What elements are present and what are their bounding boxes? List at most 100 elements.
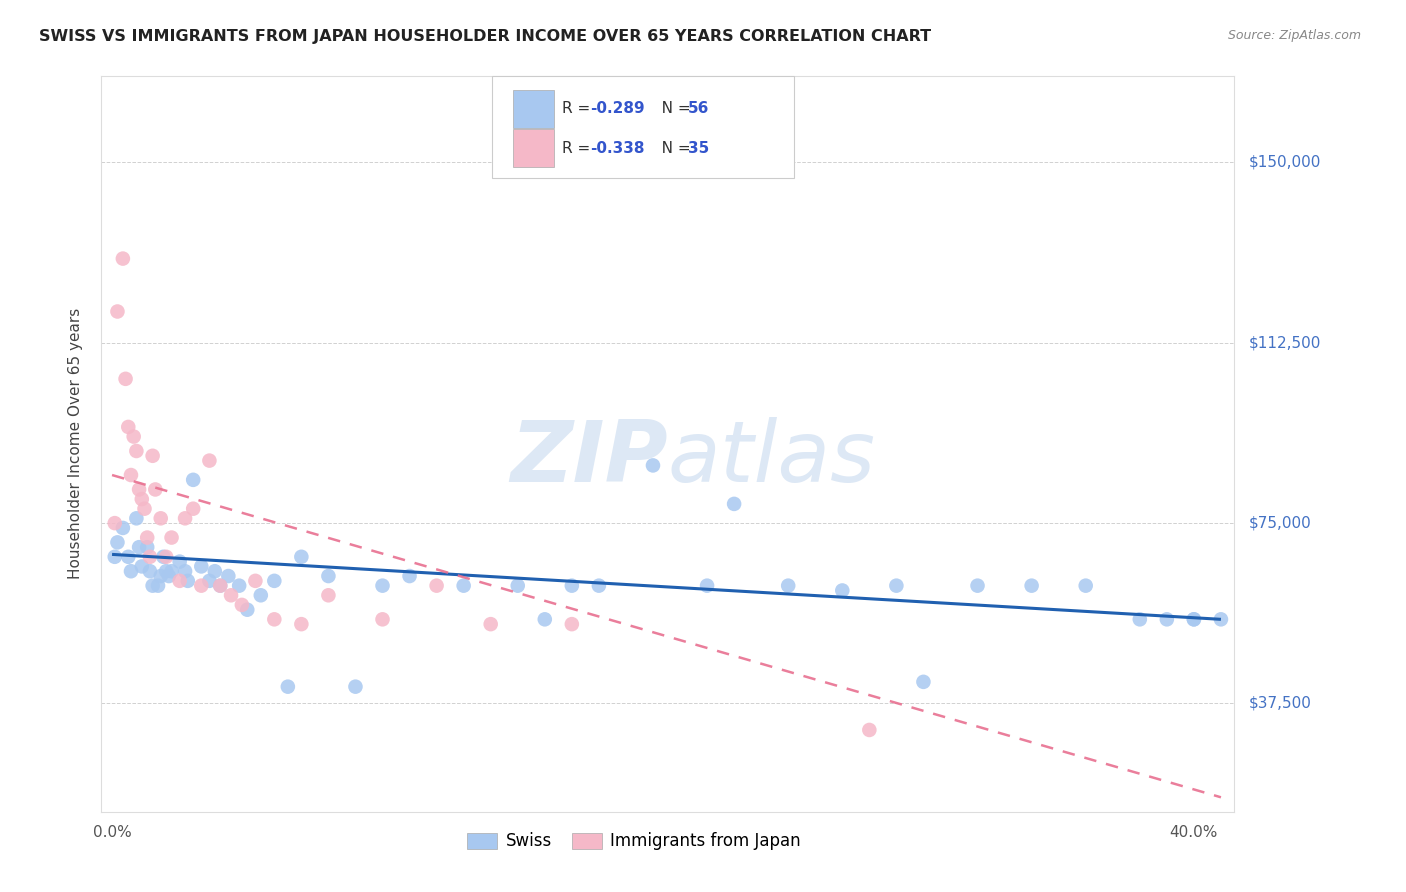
Point bbox=[263, 612, 285, 626]
Point bbox=[104, 516, 127, 530]
Text: R =: R = bbox=[562, 141, 596, 155]
Point bbox=[107, 304, 129, 318]
Text: Source: ZipAtlas.com: Source: ZipAtlas.com bbox=[1227, 29, 1361, 42]
Point bbox=[204, 564, 226, 578]
Point bbox=[160, 531, 183, 545]
Point bbox=[149, 569, 172, 583]
Point bbox=[198, 453, 221, 467]
Point bbox=[142, 449, 165, 463]
Text: N =: N = bbox=[647, 141, 695, 155]
Point bbox=[641, 458, 664, 473]
Point bbox=[120, 564, 142, 578]
Text: $112,500: $112,500 bbox=[1249, 335, 1320, 351]
Point bbox=[277, 680, 299, 694]
Point bbox=[117, 549, 139, 564]
Point bbox=[169, 555, 191, 569]
Point bbox=[506, 579, 529, 593]
Point bbox=[696, 579, 718, 593]
Point bbox=[453, 579, 475, 593]
Point bbox=[318, 569, 340, 583]
Point bbox=[1182, 612, 1205, 626]
Point bbox=[778, 579, 800, 593]
Point bbox=[152, 549, 174, 564]
Point bbox=[131, 492, 153, 507]
Point bbox=[966, 579, 988, 593]
Point bbox=[217, 569, 239, 583]
Point bbox=[149, 511, 172, 525]
Point bbox=[209, 579, 232, 593]
Point bbox=[198, 574, 221, 588]
Point bbox=[111, 252, 134, 266]
Point bbox=[190, 579, 212, 593]
Point bbox=[146, 579, 169, 593]
Point bbox=[228, 579, 250, 593]
Point bbox=[136, 540, 159, 554]
Point bbox=[236, 603, 259, 617]
Point bbox=[190, 559, 212, 574]
Point bbox=[398, 569, 420, 583]
Point bbox=[426, 579, 449, 593]
Point bbox=[371, 612, 394, 626]
Point bbox=[1074, 579, 1097, 593]
Point bbox=[723, 497, 745, 511]
Point bbox=[128, 540, 150, 554]
Point bbox=[139, 549, 162, 564]
Legend: Swiss, Immigrants from Japan: Swiss, Immigrants from Japan bbox=[458, 824, 808, 859]
Point bbox=[831, 583, 853, 598]
Point bbox=[1209, 612, 1232, 626]
Point bbox=[128, 483, 150, 497]
Point bbox=[858, 723, 880, 737]
Point bbox=[136, 531, 159, 545]
Text: atlas: atlas bbox=[668, 417, 876, 500]
Point bbox=[120, 468, 142, 483]
Point bbox=[245, 574, 267, 588]
Point bbox=[174, 511, 197, 525]
Text: $150,000: $150,000 bbox=[1249, 155, 1320, 169]
Text: SWISS VS IMMIGRANTS FROM JAPAN HOUSEHOLDER INCOME OVER 65 YEARS CORRELATION CHAR: SWISS VS IMMIGRANTS FROM JAPAN HOUSEHOLD… bbox=[39, 29, 932, 44]
Point bbox=[157, 569, 180, 583]
Text: -0.338: -0.338 bbox=[591, 141, 645, 155]
Text: N =: N = bbox=[647, 102, 695, 116]
Point bbox=[142, 579, 165, 593]
Point bbox=[155, 549, 177, 564]
Point bbox=[479, 617, 502, 632]
Point bbox=[1182, 612, 1205, 626]
Point bbox=[1129, 612, 1152, 626]
Point bbox=[114, 372, 136, 386]
Point bbox=[588, 579, 610, 593]
Point bbox=[174, 564, 197, 578]
Text: $37,500: $37,500 bbox=[1249, 696, 1312, 711]
Point bbox=[155, 564, 177, 578]
Point bbox=[209, 579, 232, 593]
Point bbox=[263, 574, 285, 588]
Point bbox=[344, 680, 367, 694]
Point bbox=[290, 617, 312, 632]
Point bbox=[1021, 579, 1043, 593]
Point bbox=[371, 579, 394, 593]
Point bbox=[131, 559, 153, 574]
Point bbox=[160, 564, 183, 578]
Point bbox=[290, 549, 312, 564]
Point bbox=[561, 579, 583, 593]
Point bbox=[1156, 612, 1178, 626]
Point bbox=[143, 483, 166, 497]
Text: 56: 56 bbox=[688, 102, 709, 116]
Point bbox=[231, 598, 253, 612]
Point bbox=[117, 420, 139, 434]
Point bbox=[249, 588, 271, 602]
Point bbox=[125, 511, 148, 525]
Point bbox=[104, 549, 127, 564]
Point bbox=[533, 612, 555, 626]
Point bbox=[181, 501, 204, 516]
Point bbox=[912, 674, 935, 689]
Point bbox=[181, 473, 204, 487]
Text: R =: R = bbox=[562, 102, 596, 116]
Point bbox=[886, 579, 908, 593]
Point bbox=[125, 444, 148, 458]
Point bbox=[561, 617, 583, 632]
Point bbox=[177, 574, 200, 588]
Point bbox=[139, 564, 162, 578]
Point bbox=[134, 501, 156, 516]
Point bbox=[219, 588, 242, 602]
Point bbox=[111, 521, 134, 535]
